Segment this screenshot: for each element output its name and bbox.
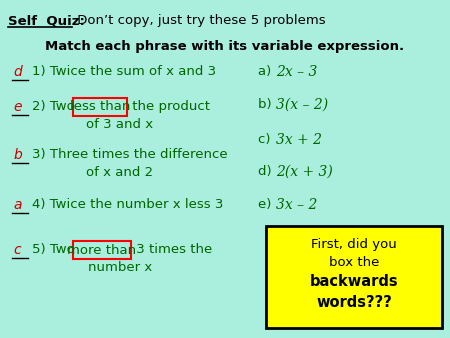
Text: of 3 and x: of 3 and x [86, 118, 153, 131]
Text: c): c) [258, 133, 279, 146]
Text: 4) Twice the number x less 3: 4) Twice the number x less 3 [32, 198, 223, 211]
FancyBboxPatch shape [266, 226, 442, 328]
Text: words???: words??? [316, 295, 392, 310]
Text: a): a) [258, 65, 280, 78]
Text: backwards: backwards [310, 274, 398, 289]
Text: less than: less than [70, 100, 130, 114]
Text: Self  Quiz:: Self Quiz: [8, 14, 85, 27]
FancyBboxPatch shape [73, 241, 131, 259]
Text: e: e [13, 100, 22, 114]
Text: d): d) [258, 165, 280, 178]
Text: 2(x + 3): 2(x + 3) [276, 165, 333, 179]
Text: 2) Two: 2) Two [32, 100, 79, 113]
Text: Don’t copy, just try these 5 problems: Don’t copy, just try these 5 problems [73, 14, 326, 27]
Text: number x: number x [88, 261, 152, 274]
Text: of x and 2: of x and 2 [86, 166, 153, 179]
FancyBboxPatch shape [73, 98, 127, 116]
Text: 3(x – 2): 3(x – 2) [276, 98, 328, 112]
Text: 3 times the: 3 times the [132, 243, 212, 256]
Text: d: d [13, 65, 22, 79]
Text: b): b) [258, 98, 280, 111]
Text: 5) Two: 5) Two [32, 243, 79, 256]
Text: 3x – 2: 3x – 2 [276, 198, 317, 212]
Text: 3x + 2: 3x + 2 [276, 133, 322, 147]
Text: a: a [13, 198, 22, 212]
Text: 3) Three times the difference: 3) Three times the difference [32, 148, 228, 161]
Text: b: b [13, 148, 22, 162]
Text: e): e) [258, 198, 280, 211]
Text: box the: box the [329, 256, 379, 269]
Text: the product: the product [128, 100, 210, 113]
Text: c: c [13, 243, 21, 257]
Text: 1) Twice the sum of x and 3: 1) Twice the sum of x and 3 [32, 65, 216, 78]
Text: 2x – 3: 2x – 3 [276, 65, 317, 79]
Text: First, did you: First, did you [311, 238, 397, 251]
Text: Match each phrase with its variable expression.: Match each phrase with its variable expr… [45, 40, 405, 53]
Text: more than: more than [68, 243, 136, 257]
